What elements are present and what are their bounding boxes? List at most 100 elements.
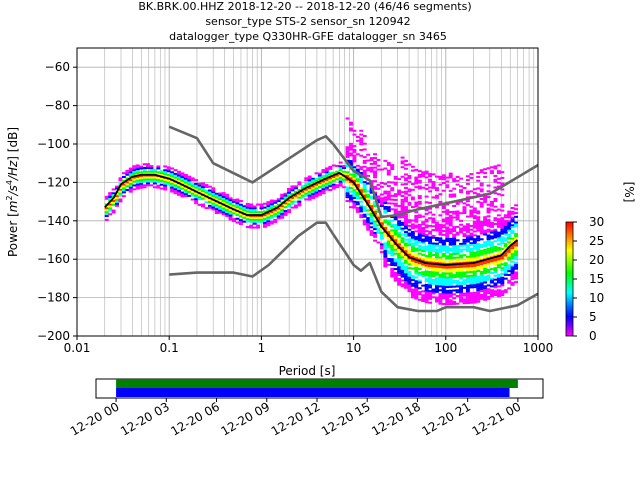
histogram-cell xyxy=(410,232,415,235)
histogram-cell xyxy=(431,257,436,260)
histogram-cell xyxy=(455,175,460,178)
histogram-cell xyxy=(503,271,508,274)
histogram-cell xyxy=(376,195,381,198)
histogram-cell xyxy=(441,291,446,294)
histogram-cell xyxy=(421,273,426,276)
histogram-cell xyxy=(390,219,395,222)
histogram-cell xyxy=(410,169,415,172)
histogram-cell xyxy=(486,222,491,225)
histogram-cell xyxy=(180,180,185,183)
histogram-cell xyxy=(376,183,381,186)
histogram-cell xyxy=(249,215,254,218)
histogram-cell xyxy=(366,199,371,202)
histogram-cell xyxy=(448,224,453,227)
histogram-cell xyxy=(490,293,494,296)
histogram-cell xyxy=(287,195,292,198)
histogram-cell xyxy=(369,233,374,236)
histogram-cell xyxy=(476,227,481,230)
histogram-cell xyxy=(221,213,226,216)
histogram-cell xyxy=(280,195,285,198)
histogram-cell xyxy=(379,243,384,246)
histogram-cell xyxy=(417,187,422,190)
histogram-cell xyxy=(393,262,398,265)
histogram-cell xyxy=(434,252,439,255)
histogram-cell xyxy=(166,183,171,186)
histogram-cell xyxy=(479,265,484,268)
histogram-cell xyxy=(262,218,267,221)
histogram-cell xyxy=(410,223,415,226)
histogram-cell xyxy=(293,204,298,207)
histogram-cell xyxy=(400,156,405,159)
histogram-cell xyxy=(293,191,298,194)
histogram-cell xyxy=(400,241,405,244)
histogram-cell xyxy=(328,165,333,168)
histogram-cell xyxy=(397,243,402,246)
histogram-cell xyxy=(404,221,408,224)
histogram-cell xyxy=(483,279,488,282)
histogram-cell xyxy=(397,258,402,261)
histogram-cell xyxy=(417,202,422,205)
histogram-cell xyxy=(428,270,433,273)
histogram-cell xyxy=(448,303,453,306)
histogram-cell xyxy=(490,254,494,257)
histogram-cell xyxy=(465,275,470,278)
histogram-cell xyxy=(115,197,120,200)
histogram-cell xyxy=(397,233,402,236)
histogram-cell xyxy=(483,248,488,251)
histogram-cell xyxy=(483,175,488,178)
histogram-cell xyxy=(510,220,515,223)
histogram-cell xyxy=(397,210,402,213)
histogram-cell xyxy=(390,260,395,263)
histogram-cell xyxy=(335,164,340,167)
histogram-cell xyxy=(452,251,457,254)
histogram-cell xyxy=(452,297,457,300)
histogram-cell xyxy=(404,244,408,247)
histogram-cell xyxy=(348,196,353,199)
histogram-cell xyxy=(228,210,233,213)
histogram-cell xyxy=(139,167,144,170)
histogram-cell xyxy=(355,185,360,188)
histogram-cell xyxy=(448,237,453,240)
histogram-cell xyxy=(428,242,433,245)
histogram-cell xyxy=(170,184,175,187)
histogram-cell xyxy=(441,293,446,296)
histogram-cell xyxy=(404,250,408,253)
histogram-cell xyxy=(276,200,281,203)
histogram-cell xyxy=(510,283,515,286)
histogram-cell xyxy=(335,178,340,181)
histogram-cell xyxy=(472,209,477,212)
histogram-cell xyxy=(379,168,384,171)
histogram-cell xyxy=(434,271,439,274)
histogram-cell xyxy=(469,271,474,274)
histogram-cell xyxy=(483,285,488,288)
histogram-cell xyxy=(393,204,398,207)
plot-frame xyxy=(76,47,539,337)
histogram-cell xyxy=(321,192,326,195)
histogram-cell xyxy=(483,223,488,226)
histogram-cell xyxy=(462,238,467,241)
histogram-cell xyxy=(469,190,474,193)
histogram-cell xyxy=(338,184,343,187)
histogram-cell xyxy=(321,171,326,174)
histogram-cell xyxy=(373,212,378,215)
histogram-cell xyxy=(304,190,309,193)
histogram-cell xyxy=(238,203,243,206)
histogram-cell xyxy=(417,291,422,294)
histogram-cell xyxy=(514,254,519,257)
histogram-cell xyxy=(115,187,120,190)
histogram-cell xyxy=(469,242,474,245)
histogram-cell xyxy=(424,274,429,277)
histogram-cell xyxy=(379,205,384,208)
histogram-cell xyxy=(404,273,408,276)
histogram-cell xyxy=(448,293,453,296)
histogram-cell xyxy=(404,238,408,241)
histogram-cell xyxy=(472,253,477,256)
histogram-cell xyxy=(128,179,133,182)
histogram-cell xyxy=(472,291,477,294)
histogram-cell xyxy=(142,176,147,179)
histogram-cell xyxy=(455,270,460,273)
histogram-cell xyxy=(448,249,453,252)
histogram-cell xyxy=(335,170,340,173)
histogram-cell xyxy=(452,243,457,246)
histogram-cell xyxy=(493,180,498,183)
